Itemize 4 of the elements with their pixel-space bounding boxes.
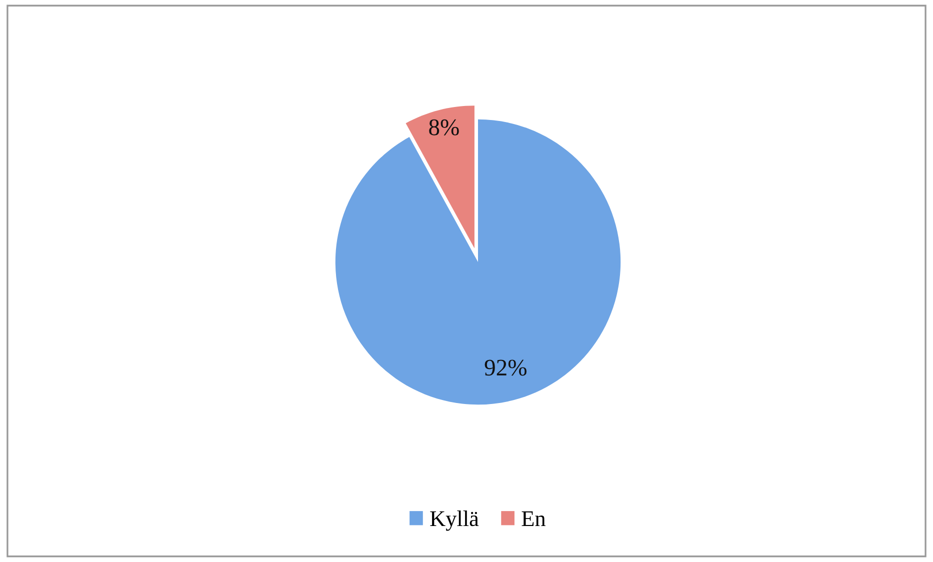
data-label: 92%	[484, 360, 526, 376]
data-label: 8%	[429, 119, 459, 136]
legend-label: Kyllä	[430, 510, 479, 531]
legend-label: En	[522, 511, 546, 526]
